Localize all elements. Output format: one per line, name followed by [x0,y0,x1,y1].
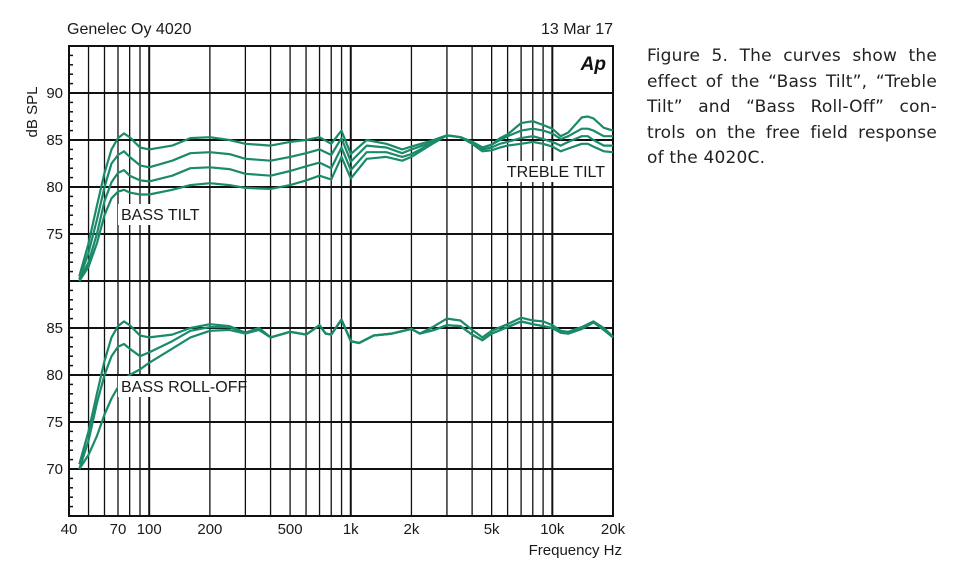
x-tick-label: 500 [278,521,303,538]
x-tick-label: 100 [137,521,162,538]
x-tick-label: 2k [404,521,420,538]
x-tick-label: 40 [61,521,78,538]
y-axis-label: dB SPL [24,87,41,138]
x-axis-label: Frequency Hz [529,542,622,559]
response-curve [78,127,613,280]
y-tick-label: 80 [46,367,63,384]
grid [68,45,614,517]
response-curve [78,134,613,282]
x-tick-label: 70 [110,521,127,538]
annotation-label: TREBLE TILT [507,164,605,181]
annotation-backing [500,161,608,182]
curves [78,115,614,470]
x-tick-label: 10k [540,521,565,538]
header-right: 13 Mar 17 [541,21,613,38]
annotation-backing [118,204,207,225]
response-curve [78,115,614,277]
y-tick-label: 80 [46,179,63,196]
x-tick-label: 5k [484,521,500,538]
response-curve [78,134,614,282]
figure-caption: Figure 5. The curves show the effect of … [647,44,937,172]
labels: 90 85 80 75 85 80 75 70 40 70 100 200 500 1k 2k 5k 10k 20… [46,85,625,538]
x-tick-label: 200 [197,521,222,538]
y-tick-label: 90 [46,85,63,102]
annotation-label: BASS TILT [121,207,200,224]
x-tick-label: 1k [343,521,359,538]
ap-logo-icon: Ap [580,54,606,75]
annotation-backing [118,376,244,397]
caption-line: trols on the free field response [647,122,937,143]
annotation-label: BASS ROLL-OFF [121,379,247,396]
y-tick-label: 75 [46,226,63,243]
y-tick-label: 70 [46,461,63,478]
y-tick-label: 75 [46,414,63,431]
header-left: Genelec Oy 4020 [67,21,192,38]
response-curve [78,318,614,470]
caption-line: of the 4020C. [647,148,766,168]
frequency-response-chart: 90 85 80 75 85 80 75 70 40 70 100 200 500 1k 2k 5k 10k 20… [24,21,626,559]
caption-line: effect of the “Bass Tilt”, “Treble [647,71,937,92]
x-tick-label: 20k [601,521,626,538]
caption-line: Tilt” and “Bass Roll-Off” con- [647,97,937,117]
y-tick-label: 85 [46,132,63,149]
y-tick-label: 85 [46,320,63,337]
caption-line: Figure 5. The curves show the [647,46,937,66]
